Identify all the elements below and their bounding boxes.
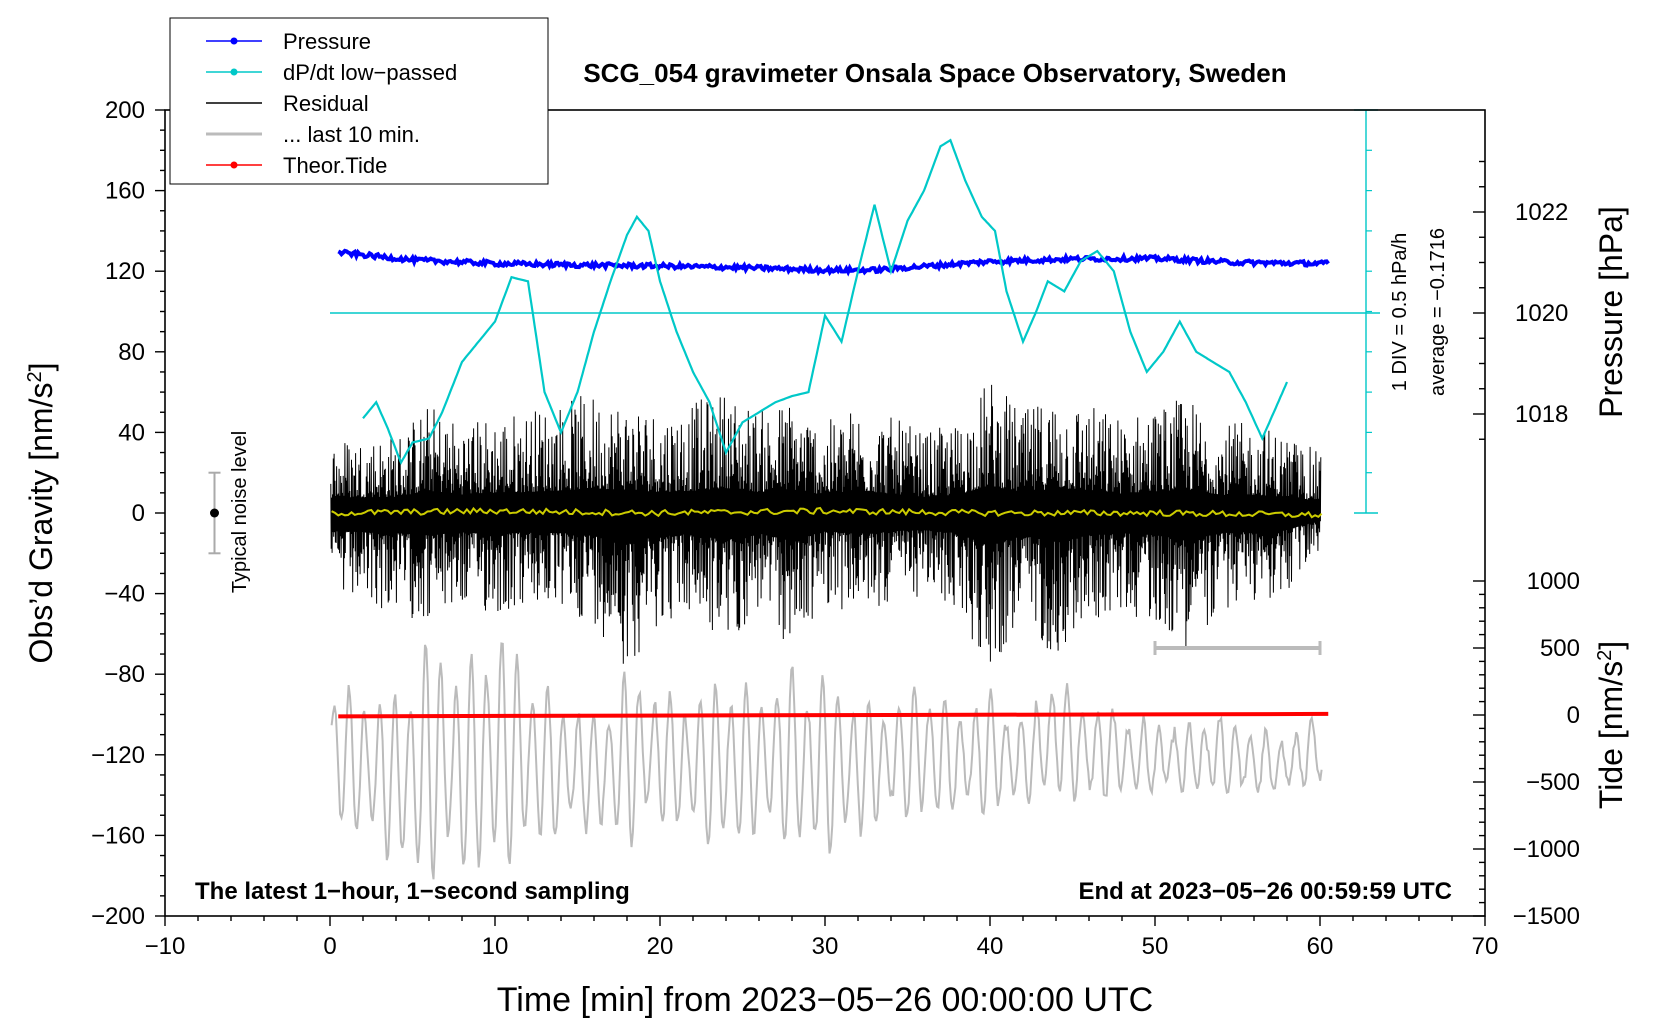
axes-layer: −10 0 10 20 30 40 50 60 70−200−160−120−80−400408… <box>91 97 1580 960</box>
noise-level-point <box>210 508 219 518</box>
y-tick-label: 80 <box>118 339 145 366</box>
legend-item: dP/dt low−passed <box>206 60 457 85</box>
series-last10min-line <box>330 642 1323 880</box>
x-tick-label: 40 <box>977 933 1004 960</box>
legend-box <box>169 17 549 185</box>
noise-level-label: Typical noise level <box>229 431 251 593</box>
tide-tick-label: −1000 <box>1513 836 1580 863</box>
x-tick-label: 0 <box>323 933 336 960</box>
pressure-tick-label: 1018 <box>1515 401 1568 428</box>
y-tick-label: −120 <box>91 742 145 769</box>
y-tick-label: 120 <box>105 258 145 285</box>
x-tick-label: 20 <box>647 933 674 960</box>
x-tick-label: 30 <box>812 933 839 960</box>
legend-item: Pressure <box>206 29 371 54</box>
x-tick-label: 70 <box>1472 933 1499 960</box>
y-tick-label: 160 <box>105 178 145 205</box>
series-residual-smoothed-line <box>331 506 1323 519</box>
y-label-gravity-sup: 2 <box>24 371 46 382</box>
x-axis-label: Time [min] from 2023−05−26 00:00:00 UTC <box>497 981 1153 1019</box>
series-pressure-line <box>337 248 1330 277</box>
dpdt-div-label: 1 DIV = 0.5 hPa/h <box>1389 233 1411 391</box>
tide-tick-label: 1000 <box>1527 568 1580 595</box>
legend-label: dP/dt low−passed <box>283 60 457 85</box>
y-label-tide-end: ] <box>1593 641 1629 650</box>
x-tick-label: 50 <box>1142 933 1169 960</box>
pressure-tick-label: 1022 <box>1515 199 1568 226</box>
y-tick-label: 40 <box>118 419 145 446</box>
legend-items: Pressure dP/dt low−passed Residual ... last… <box>206 29 457 178</box>
y-tick-label: 200 <box>105 97 145 124</box>
legend-label: Residual <box>283 91 369 116</box>
legend-swatch-dot <box>230 161 238 169</box>
data-layer <box>208 109 1380 880</box>
tide-tick-label: −1500 <box>1513 903 1580 930</box>
annotation-sampling: The latest 1−hour, 1−second sampling <box>195 878 630 905</box>
chart-title: SCG_054 gravimeter Onsala Space Observat… <box>583 58 1286 88</box>
tide-tick-label: 0 <box>1567 702 1580 729</box>
tide-tick-label: 500 <box>1540 635 1580 662</box>
y-axis-label-gravity: Obs’d Gravity [nm/s2] <box>23 363 59 664</box>
y-tick-label: −80 <box>104 661 145 688</box>
legend-swatch-dot <box>230 68 238 76</box>
legend-item: Theor.Tide <box>206 153 387 178</box>
y-axis-label-tide: Tide [nm/s2] <box>1593 641 1629 809</box>
y-tick-label: −200 <box>91 903 145 930</box>
series-residual-line <box>330 384 1322 664</box>
series-dpdt-line <box>362 138 1289 466</box>
legend-label: ... last 10 min. <box>283 122 420 147</box>
y-tick-label: 0 <box>132 500 145 527</box>
legend-item: ... last 10 min. <box>206 122 420 147</box>
y-tick-label: −160 <box>91 822 145 849</box>
x-tick-label: 60 <box>1307 933 1334 960</box>
legend-label: Theor.Tide <box>283 153 387 178</box>
y-tick-label: −40 <box>104 581 145 608</box>
tide-tick-label: −500 <box>1526 769 1580 796</box>
legend-item: Residual <box>206 91 369 116</box>
dpdt-average-label: average = −0.1716 <box>1427 228 1449 396</box>
legend-swatch-dot <box>230 37 238 45</box>
y-axis-label-pressure: Pressure [hPa] <box>1593 206 1629 418</box>
y-label-gravity-end: ] <box>23 363 59 372</box>
x-tick-label: 10 <box>482 933 509 960</box>
pressure-tick-label: 1020 <box>1515 300 1568 327</box>
y-label-tide-sup: 2 <box>1594 650 1616 661</box>
x-tick-label: −10 <box>145 933 186 960</box>
y-label-gravity-main: Obs’d Gravity [nm/s <box>23 383 59 664</box>
series-theor-tide-line <box>338 711 1329 719</box>
annotation-end-time: End at 2023−05−26 00:59:59 UTC <box>1078 878 1452 905</box>
legend-label: Pressure <box>283 29 371 54</box>
legend: Pressure dP/dt low−passed Residual ... last… <box>169 17 549 185</box>
y-label-tide-main: Tide [nm/s <box>1593 661 1629 809</box>
